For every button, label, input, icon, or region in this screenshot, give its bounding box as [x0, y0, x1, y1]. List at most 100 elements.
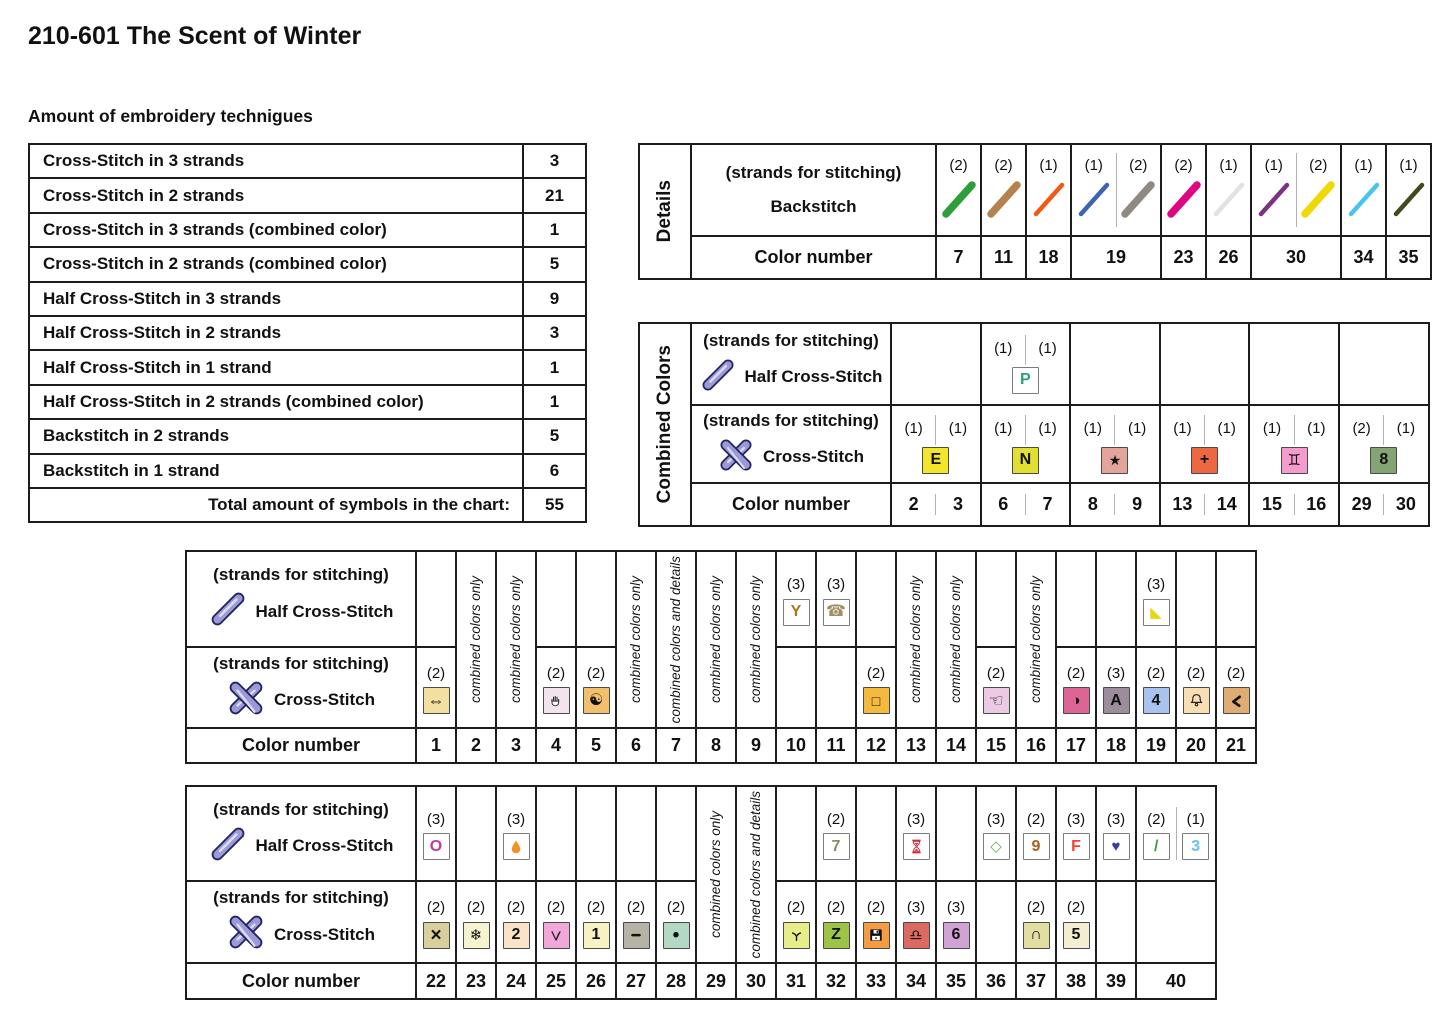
line [1393, 182, 1424, 216]
span: (2) [1341, 414, 1385, 445]
half-pair-cell [1248, 322, 1340, 406]
stitch-cell-content: (2) [1178, 661, 1214, 715]
line [708, 364, 727, 383]
color-number-cell: 28 [655, 962, 697, 1000]
circle [1194, 703, 1198, 707]
backstitch-column: (1) (2) [1253, 153, 1339, 227]
color-number-cell: 38 [1055, 962, 1097, 1000]
strand-count: (2) [586, 664, 606, 682]
color-number-pair: 29 30 [1341, 494, 1427, 515]
span: 3 [952, 494, 963, 514]
backstitch-line-swatch [986, 181, 1021, 218]
color-number-cell: 26 [575, 962, 617, 1000]
rect [631, 934, 641, 937]
color-number-cell: 15 [975, 727, 1017, 764]
backstitch-swatch [1164, 176, 1204, 227]
tr: (strands for stitching) Cross-Stitch (2) ⇔ (… [185, 646, 1257, 729]
backstitch-column: (1) [1388, 153, 1429, 227]
tr: (strands for stitching) Half Cross-Stitch… [185, 785, 1217, 964]
symbol-glyph: ♎ [909, 926, 923, 944]
stitch-cell-content: (2) 9 [1018, 807, 1054, 861]
cross-pair-cell: (1) (1) ★ [1069, 404, 1161, 484]
palette-table-colors-22-40: (strands for stitching) Half Cross-Stitch… [185, 785, 1217, 1000]
stitch-cell-content: (3) 6 [938, 895, 974, 949]
div: (strands for stitching) Half Cross-Stitch [188, 565, 414, 633]
droplet-symbol-icon [502, 833, 530, 861]
symbol-box: 1 [582, 921, 610, 949]
half-stitch-cell [1175, 550, 1217, 648]
hourglass-symbol-icon [902, 833, 930, 861]
details-swatch-cell: (2) [980, 143, 1027, 237]
half-stitch-cell [535, 785, 577, 882]
section-title-techniques: Amount of embroidery technigues [28, 106, 313, 126]
color-number-header: Color number [185, 962, 417, 1000]
div: (2) [1115, 153, 1160, 227]
cross-stitch-cell: (2) [535, 646, 577, 729]
color-number-header: Color number [690, 235, 937, 280]
cross-stitch-icon [720, 439, 752, 470]
symbol-glyph: N [1019, 451, 1032, 468]
path [914, 843, 918, 846]
symbol-box: 2 [502, 921, 530, 949]
stitch-cell-content: (3) F [1058, 807, 1094, 861]
half-stitch-cell [535, 550, 577, 648]
div: (1) (1) P [983, 334, 1069, 394]
half-stitch-cell [415, 550, 457, 648]
path [1232, 695, 1241, 707]
cross-stitch-cell: (3) 6 [935, 880, 977, 964]
color-number-cell: 27 [615, 962, 657, 1000]
div: Half Cross-Stitch [209, 590, 393, 633]
cross-stitch-cell: (2) ⇔ [415, 646, 457, 729]
cross-stitch-cell: (2) ❄ [455, 880, 497, 964]
combined-only-cell: combined colors and details [655, 550, 697, 729]
technique-count: 3 [522, 142, 587, 180]
div: (1) [1073, 153, 1116, 227]
color-number-cell: 32 [815, 962, 857, 1000]
strand-count: (2) [786, 899, 806, 917]
line [1121, 181, 1155, 218]
strand-count: (1) [1219, 157, 1238, 175]
half-stitch-cell: (3) ☎ [815, 550, 857, 648]
symbol-glyph: Z [831, 926, 841, 944]
half-stitch-cell: (3) [895, 785, 937, 882]
color-number-cell: 10 [775, 727, 817, 764]
span: 29 [1341, 494, 1385, 515]
symbol-box: ∩ [1022, 921, 1050, 949]
color-number-cell: 17 [1055, 727, 1097, 764]
color-number-cell: 16 [1015, 727, 1057, 764]
symbol-glyph: A [1110, 691, 1122, 709]
strands-header: (strands for stitching) [213, 653, 389, 673]
cross-stitch-cell: (2) □ [855, 646, 897, 729]
backstitch-swatch [1344, 176, 1384, 227]
color-number-cell: 7 [935, 235, 982, 280]
strand-count: (3) [1106, 664, 1126, 682]
strands-header: (strands for stitching) [703, 410, 879, 430]
symbol-box: F [1062, 833, 1090, 861]
technique-label: Total amount of symbols in the chart: [28, 486, 524, 524]
strand-count: (1) [1354, 157, 1373, 175]
div: ♊ [1251, 445, 1337, 474]
technique-label: Cross-Stitch in 2 strands (combined colo… [28, 246, 524, 283]
stitch-cell-content: (2) 2 [498, 895, 534, 949]
div: (strands for stitching) Cross-Stitch [693, 410, 889, 478]
strand-count: (3) [506, 810, 526, 828]
stitch-cell-content: (2) [538, 661, 574, 715]
cross-stitch-cell: (2) × [415, 880, 457, 964]
span: (1) [1038, 339, 1057, 357]
span: 9 [1132, 494, 1143, 514]
symbol-box: Y [782, 598, 810, 626]
div: Cross-Stitch [227, 679, 375, 722]
symbol-box: O [422, 833, 450, 861]
svg [631, 934, 641, 937]
cross-stitch-cell: (2) ☜ [975, 646, 1017, 729]
line [1033, 182, 1064, 216]
half-stitch-duo: (2) / (1) 3 [1138, 806, 1214, 861]
color-number-cell: 15 16 [1248, 482, 1340, 527]
line [986, 181, 1021, 218]
details-side-label: Details [638, 143, 692, 280]
symbol-glyph: P [1020, 371, 1031, 388]
color-number-cell: 22 [415, 962, 457, 1000]
div: (1) (1) ★ [1072, 414, 1158, 474]
